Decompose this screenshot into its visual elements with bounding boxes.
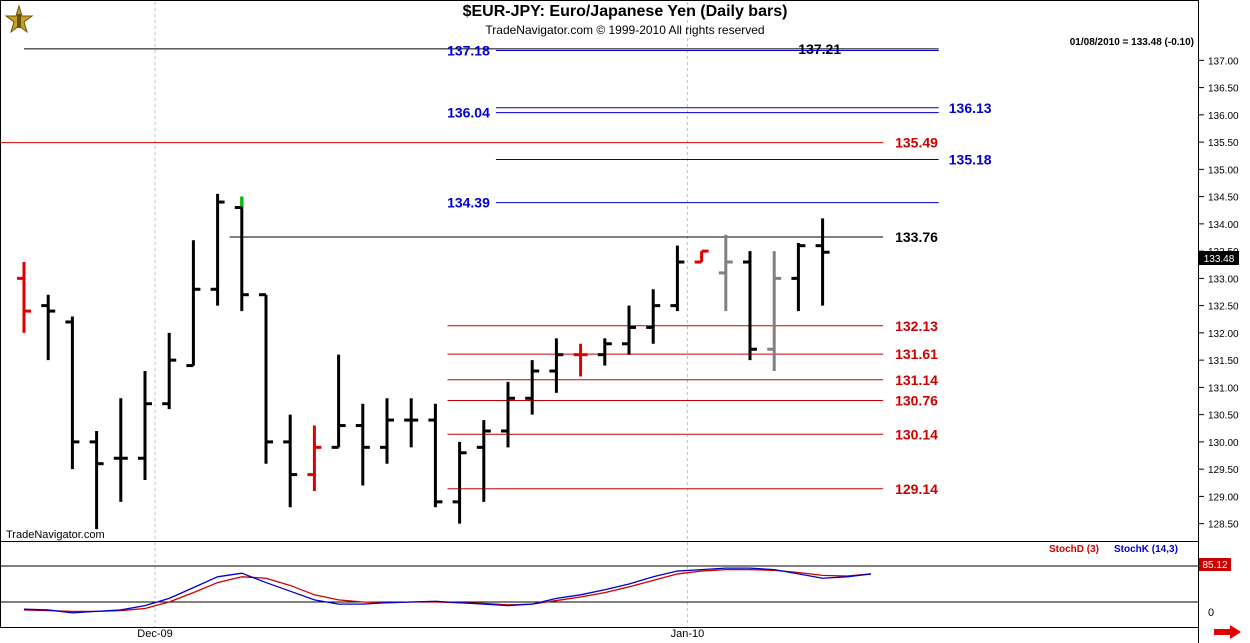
stoch-value-tag: 85.12: [1199, 558, 1231, 571]
stoch-d-line: [23, 568, 872, 613]
level-label: 131.14: [895, 372, 938, 388]
level-label: 135.49: [895, 135, 938, 151]
price-tick-label: 128.50: [1208, 520, 1239, 531]
stoch-d-legend: StochD (3): [1049, 544, 1099, 555]
price-tick-label: 135.50: [1208, 138, 1239, 149]
price-tick-label: 134.50: [1208, 193, 1239, 204]
price-tick-label: 132.00: [1208, 329, 1239, 340]
price-tick-label: 129.50: [1208, 465, 1239, 476]
level-label: 135.18: [949, 152, 992, 168]
stoch-value-label: 85.12: [1202, 560, 1227, 571]
level-label: 136.04: [447, 105, 490, 121]
scroll-right-arrow-icon[interactable]: [1212, 625, 1242, 639]
vertical-gridlines: [154, 2, 688, 627]
price-tick-label: 132.50: [1208, 302, 1239, 313]
price-tick-label: 133.00: [1208, 274, 1239, 285]
level-label: 133.76: [895, 229, 938, 245]
price-axis: 137.00 136.50 136.00 135.50 135.00 134.50 134.…: [1198, 56, 1239, 531]
level-label: 130.14: [895, 426, 938, 442]
support-resistance-levels: 137.21 137.18 136.13 136.04 135.49 135.18 134.…: [1, 41, 992, 497]
date-axis: Dec-09 Jan-10: [137, 628, 704, 640]
ohlc-bars: [17, 193, 830, 530]
level-label: 134.39: [447, 195, 490, 211]
price-tick-label: 137.00: [1208, 56, 1239, 67]
price-tick-label: 135.00: [1208, 165, 1239, 176]
date-label: Jan-10: [671, 628, 705, 640]
price-tick-label: 130.50: [1208, 411, 1239, 422]
level-label: 131.61: [895, 346, 938, 362]
stoch-k-legend: StochK (14,3): [1114, 544, 1178, 555]
stoch-k-line: [23, 567, 872, 614]
watermark-label: TradeNavigator.com: [6, 529, 105, 541]
level-label: 137.21: [798, 41, 841, 57]
price-tick-label: 136.50: [1208, 84, 1239, 95]
stoch-axis-zero-label: 0: [1208, 607, 1214, 619]
level-label: 136.13: [949, 100, 992, 116]
stochastic-panel: [1, 565, 1198, 614]
current-price-tag: 133.48: [1199, 251, 1239, 265]
last-quote: 01/08/2010 = 133.48 (-0.10): [1069, 37, 1194, 48]
chart-title: $EUR-JPY: Euro/Japanese Yen (Daily bars): [462, 3, 788, 20]
price-tick-label: 134.00: [1208, 220, 1239, 231]
price-tick-label: 131.00: [1208, 383, 1239, 394]
price-tick-label: 136.00: [1208, 111, 1239, 122]
price-tick-label: 131.50: [1208, 356, 1239, 367]
level-label: 132.13: [895, 318, 938, 334]
level-label: 129.14: [895, 481, 938, 497]
tradenavigator-logo-icon: [4, 4, 34, 34]
date-label: Dec-09: [137, 628, 172, 640]
chart-copyright: TradeNavigator.com © 1999-2010 All right…: [485, 23, 765, 37]
price-tick-label: 130.00: [1208, 438, 1239, 449]
level-label: 137.18: [447, 43, 490, 59]
current-price-label: 133.48: [1204, 254, 1235, 265]
price-tick-label: 129.00: [1208, 492, 1239, 503]
stoch-panel-border: [0, 541, 1199, 628]
price-panel-border: [0, 0, 1199, 542]
level-label: 130.76: [895, 392, 938, 408]
